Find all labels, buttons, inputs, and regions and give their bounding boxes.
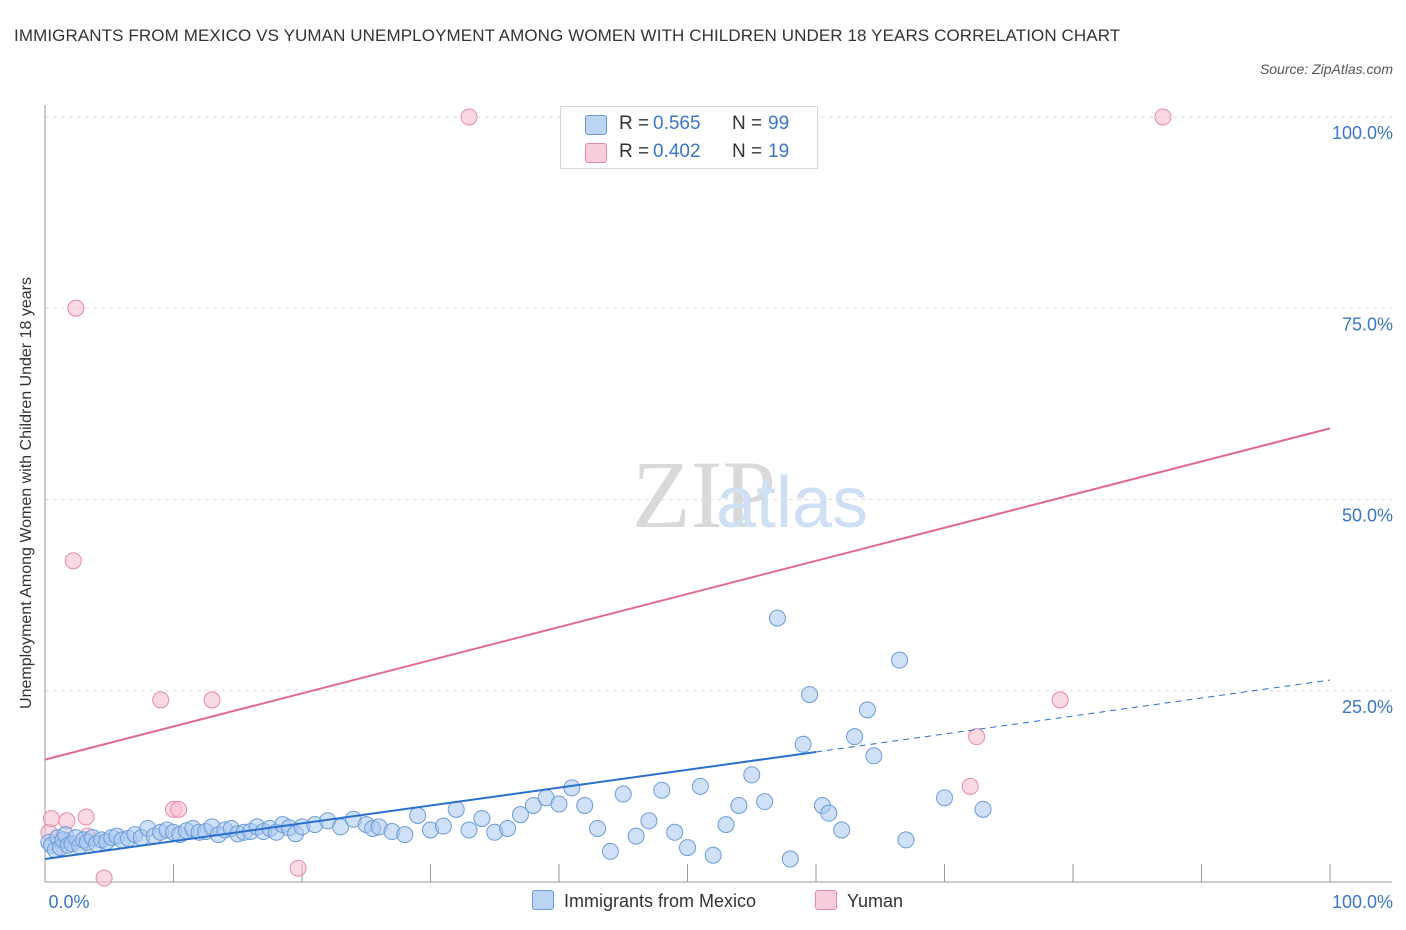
mexico-point bbox=[460, 821, 478, 839]
yuman-point bbox=[152, 691, 170, 709]
mexico-point bbox=[614, 785, 632, 803]
mexico-point bbox=[473, 810, 491, 828]
mexico-point bbox=[563, 779, 581, 797]
correlation-legend: R = 0.565 N = 99 R = 0.402 N = 19 bbox=[560, 106, 818, 169]
watermark-atlas: atlas bbox=[716, 463, 868, 543]
mexico-point bbox=[589, 819, 607, 837]
yuman-point bbox=[460, 108, 478, 126]
mexico-point bbox=[858, 701, 876, 719]
yuman-point bbox=[961, 777, 979, 795]
mexico-point bbox=[434, 817, 452, 835]
legend-label-yuman: Yuman bbox=[847, 891, 904, 911]
legend-swatch-mexico bbox=[585, 115, 607, 135]
mexico-point bbox=[801, 686, 819, 704]
yuman-point bbox=[203, 691, 221, 709]
mexico-point bbox=[666, 823, 684, 841]
trend-lines bbox=[44, 427, 1331, 861]
mexico-trend-line bbox=[44, 750, 817, 861]
series-legend-mexico[interactable]: Immigrants from Mexico bbox=[532, 890, 756, 912]
yuman-point bbox=[170, 800, 188, 818]
mexico-point bbox=[550, 795, 568, 813]
mexico-point bbox=[511, 806, 529, 824]
mexico-point bbox=[820, 804, 838, 822]
mexico-point bbox=[743, 766, 761, 784]
mexico-point bbox=[601, 842, 619, 860]
mexico-point bbox=[524, 797, 542, 814]
y-tick-label: 75.0% bbox=[1342, 314, 1393, 334]
mexico-point bbox=[756, 793, 774, 811]
legend-swatch-yuman bbox=[585, 143, 607, 163]
axes bbox=[44, 105, 1392, 883]
watermark-zip: ZIP bbox=[632, 441, 776, 548]
yuman-point bbox=[64, 552, 82, 570]
y-tick-label: 25.0% bbox=[1342, 697, 1393, 717]
yuman-trend-line bbox=[44, 427, 1331, 761]
mexico-point bbox=[640, 812, 658, 830]
y-tick-label: 100.0% bbox=[1332, 123, 1393, 143]
chart-title: IMMIGRANTS FROM MEXICO VS YUMAN UNEMPLOY… bbox=[14, 26, 1121, 45]
mexico-point bbox=[846, 728, 864, 746]
legend-r-label: R = bbox=[619, 141, 650, 162]
yuman-point bbox=[95, 869, 113, 887]
legend-r-value-mexico: 0.565 bbox=[653, 113, 701, 134]
series-legend-yuman[interactable]: Yuman bbox=[815, 890, 903, 912]
watermark: ZIP atlas bbox=[632, 441, 868, 548]
y-tick-label: 50.0% bbox=[1342, 506, 1393, 526]
mexico-point bbox=[833, 821, 851, 839]
mexico-point bbox=[627, 827, 645, 845]
mexico-point bbox=[974, 800, 992, 818]
mexico-point bbox=[794, 735, 812, 753]
mexico-points bbox=[40, 609, 992, 868]
legend-r-label: R = bbox=[619, 113, 650, 134]
yuman-point bbox=[42, 810, 60, 828]
legend-r-value-yuman: 0.402 bbox=[653, 141, 701, 162]
yuman-point bbox=[1154, 108, 1172, 126]
mexico-point bbox=[576, 797, 594, 814]
mexico-point bbox=[447, 800, 465, 818]
mexico-point bbox=[409, 806, 427, 824]
mexico-point bbox=[679, 839, 696, 857]
tick-labels: 25.0% 50.0% 75.0% 100.0% 0.0% 100.0% bbox=[48, 123, 1393, 912]
mexico-point bbox=[730, 797, 748, 814]
mexico-point bbox=[691, 777, 709, 795]
mexico-point bbox=[891, 651, 909, 669]
mexico-point bbox=[396, 826, 414, 844]
mexico-trend-extension bbox=[815, 679, 1331, 753]
source-credit: Source: ZipAtlas.com bbox=[1259, 61, 1393, 77]
x-tick-label: 0.0% bbox=[48, 892, 89, 912]
mexico-point bbox=[717, 816, 735, 834]
legend-n-label: N = bbox=[732, 113, 763, 134]
legend-swatch-yuman bbox=[815, 890, 837, 910]
legend-n-value-yuman: 19 bbox=[768, 141, 790, 162]
yuman-point bbox=[289, 859, 307, 877]
grid-lines bbox=[45, 116, 1392, 692]
mexico-point bbox=[768, 609, 786, 627]
yuman-point bbox=[77, 808, 95, 826]
legend-n-value-mexico: 99 bbox=[768, 113, 790, 134]
yuman-points bbox=[40, 108, 1172, 887]
legend-swatch-mexico bbox=[532, 890, 554, 910]
mexico-point bbox=[936, 789, 953, 807]
yuman-point bbox=[968, 728, 986, 746]
x-tick-label: 100.0% bbox=[1332, 892, 1393, 912]
mexico-point bbox=[499, 819, 517, 837]
mexico-point bbox=[653, 781, 671, 799]
mexico-point bbox=[704, 846, 722, 864]
mexico-point bbox=[865, 747, 883, 765]
mexico-point bbox=[781, 850, 799, 868]
yuman-point bbox=[67, 299, 85, 317]
yuman-point bbox=[1051, 691, 1069, 709]
legend-n-label: N = bbox=[732, 141, 763, 162]
legend-label-mexico: Immigrants from Mexico bbox=[564, 891, 757, 911]
mexico-point bbox=[897, 831, 915, 849]
